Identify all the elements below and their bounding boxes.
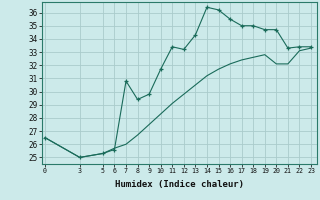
X-axis label: Humidex (Indice chaleur): Humidex (Indice chaleur) — [115, 180, 244, 189]
